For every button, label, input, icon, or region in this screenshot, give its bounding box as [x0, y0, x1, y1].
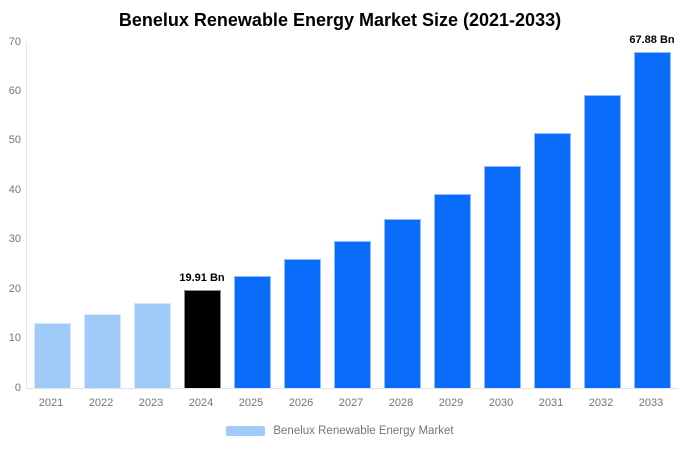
bar-2022[interactable]: [83, 314, 121, 388]
legend[interactable]: Benelux Renewable Energy Market: [0, 425, 680, 437]
x-tick-2026: 2026: [288, 397, 314, 409]
bar-slot-2032: [577, 42, 627, 388]
bar-2031[interactable]: [533, 133, 571, 388]
y-tick-50: 50: [8, 134, 21, 147]
bar-2027[interactable]: [333, 241, 371, 388]
legend-swatch: [226, 426, 266, 436]
bar-slot-2028: [377, 42, 427, 388]
x-tick-2030: 2030: [488, 397, 514, 409]
bar-slot-2031: [527, 42, 577, 388]
bar-slot-2029: [427, 42, 477, 388]
x-axis: 2021 2022 2023 2024 2025 2026 2027 2028 2029 2030…: [26, 397, 676, 409]
bar-slot-2030: [477, 42, 527, 388]
bar-slot-2027: [327, 42, 377, 388]
chart-title: Benelux Renewable Energy Market Size (20…: [118, 10, 562, 30]
bar-slot-2025: [227, 42, 277, 388]
bar-2030[interactable]: [483, 166, 521, 388]
bar-2029[interactable]: [433, 194, 471, 388]
bar-2026[interactable]: [283, 259, 321, 388]
bar-slot-2023: [127, 42, 177, 388]
bar-2033[interactable]: [633, 52, 671, 388]
x-tick-2029: 2029: [438, 397, 464, 409]
x-tick-2032: 2032: [588, 397, 614, 409]
bar-slot-2033: 67.88 Bn: [627, 34, 677, 388]
x-tick-2024: 2024: [188, 397, 214, 409]
bar-slot-2024: 19.91 Bn: [177, 42, 227, 388]
y-tick-30: 30: [8, 233, 21, 246]
y-tick-20: 20: [8, 282, 21, 295]
bar-slot-2021: [27, 42, 77, 388]
bar-value-label-2024: 19.91 Bn: [179, 272, 225, 284]
y-tick-60: 60: [8, 84, 21, 97]
x-tick-2021: 2021: [38, 397, 64, 409]
x-tick-2025: 2025: [238, 397, 264, 409]
bar-slot-2022: [77, 42, 127, 388]
bar-value-label-2033: 67.88 Bn: [629, 34, 675, 46]
plot-area: 19.91 Bn 67.88 Bn: [26, 34, 677, 389]
x-tick-2028: 2028: [388, 397, 414, 409]
bar-2028[interactable]: [383, 219, 421, 388]
y-tick-0: 0: [14, 381, 21, 394]
bar-2032[interactable]: [583, 95, 621, 388]
y-tick-40: 40: [8, 183, 21, 196]
y-tick-10: 10: [8, 332, 21, 345]
x-tick-2033: 2033: [638, 397, 664, 409]
bar-2023[interactable]: [133, 303, 171, 388]
bar-2025[interactable]: [233, 276, 271, 388]
x-tick-2031: 2031: [538, 397, 564, 409]
bar-2021[interactable]: [33, 323, 71, 388]
x-tick-2027: 2027: [338, 397, 364, 409]
x-tick-2022: 2022: [88, 397, 114, 409]
y-tick-70: 70: [8, 35, 21, 48]
legend-label: Benelux Renewable Energy Market: [273, 425, 454, 437]
bar-slot-2026: [277, 42, 327, 388]
bar-2024[interactable]: [183, 290, 221, 388]
x-tick-2023: 2023: [138, 397, 164, 409]
